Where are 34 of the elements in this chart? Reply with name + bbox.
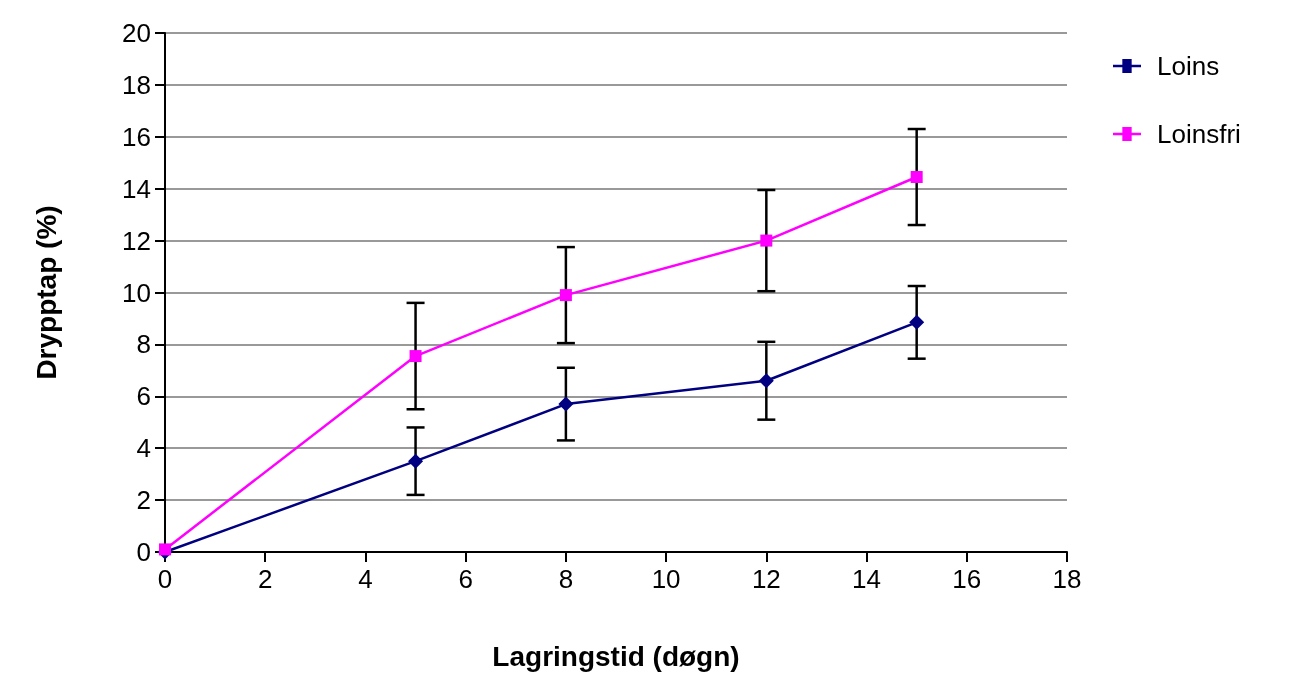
y-tick-label: 2 (136, 485, 151, 516)
point (409, 350, 422, 363)
point (758, 373, 774, 389)
x-tick-label: 6 (458, 564, 473, 594)
y-tick-label: 14 (122, 173, 151, 204)
y-tick-label: 0 (136, 537, 151, 567)
y-tick-label: 16 (122, 121, 151, 152)
legend-label: Loins (1157, 51, 1220, 81)
point (408, 453, 424, 469)
point (558, 396, 574, 412)
x-tick-label: 4 (358, 564, 373, 594)
x-tick-label: 10 (651, 564, 681, 594)
point (910, 171, 923, 184)
y-tick-label: 10 (122, 277, 151, 308)
x-tick-label: 8 (558, 564, 574, 594)
point (159, 543, 171, 556)
x-tick-label: 18 (1052, 564, 1082, 594)
y-tick-label: 6 (136, 381, 151, 412)
y-axis-title: Drypptap (%) (30, 205, 62, 380)
y-tick-label: 20 (122, 18, 151, 48)
x-tick-label: 14 (852, 564, 882, 594)
x-tick-label: 2 (257, 564, 273, 594)
y-tick-label: 8 (136, 329, 151, 360)
point (909, 314, 925, 330)
y-tick-label: 4 (136, 433, 151, 464)
point (559, 289, 572, 302)
x-tick-label: 0 (157, 564, 173, 594)
x-tick-label: 16 (952, 564, 982, 594)
point (760, 234, 773, 247)
x-tick-label: 12 (751, 564, 781, 594)
legend-label: Loinsfri (1157, 119, 1241, 149)
y-tick-label: 12 (122, 225, 151, 256)
y-tick-label: 18 (122, 69, 151, 100)
x-axis-title: Lagringstid (døgn) (492, 640, 740, 672)
